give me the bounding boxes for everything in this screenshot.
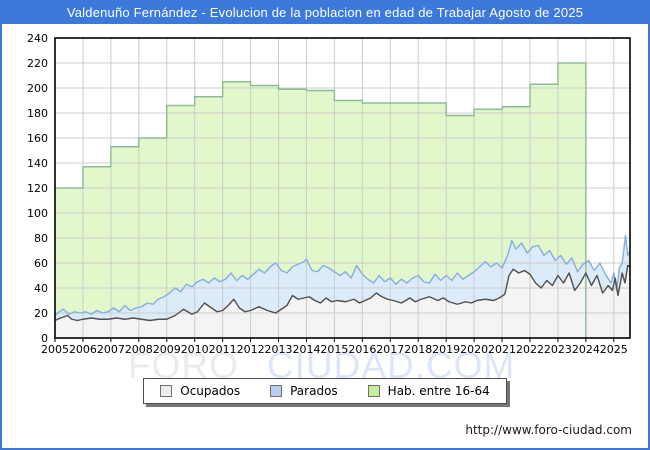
y-tick-label: 140 [27, 157, 48, 170]
line-parados [54, 234, 631, 317]
x-tick-label: 2005 [41, 343, 69, 356]
x-tick-label: 2011 [209, 343, 237, 356]
x-tick-label: 2017 [376, 343, 404, 356]
x-tick-label: 2015 [320, 343, 348, 356]
x-tick-label: 2025 [600, 343, 628, 356]
x-tick-label: 2018 [404, 343, 432, 356]
y-tick-label: 100 [27, 207, 48, 220]
chart-title: Valdenuño Fernández - Evolucion de la po… [0, 0, 650, 24]
y-tick-label: 240 [27, 32, 48, 45]
legend-swatch [160, 385, 173, 397]
legend-item-ocupados: Ocupados [160, 384, 240, 398]
y-tick-label: 220 [27, 57, 48, 70]
x-tick-label: 2020 [460, 343, 488, 356]
line-ocupados [54, 264, 631, 322]
area-hab-entre-16-64 [55, 63, 586, 338]
y-tick-label: 80 [34, 232, 48, 245]
x-tick-label: 2006 [69, 343, 97, 356]
legend-swatch [270, 385, 283, 397]
x-tick-label: 2014 [292, 343, 320, 356]
y-tick-label: 120 [27, 182, 48, 195]
legend-item-parados: Parados [270, 384, 338, 398]
series-fills [55, 63, 630, 338]
y-tick-label: 0 [41, 332, 48, 345]
x-tick-label: 2024 [572, 343, 600, 356]
footer-url: http://www.foro-ciudad.com [465, 423, 632, 437]
legend-label: Hab. entre 16-64 [387, 384, 490, 398]
y-tick-label: 160 [27, 132, 48, 145]
legend-item-hab-entre-16-64: Hab. entre 16-64 [367, 384, 490, 398]
chart-canvas: FORO CIUDAD.COM 0 20 40 60 80 100 120 140 160 180 2… [2, 24, 648, 448]
legend-label: Ocupados [180, 384, 241, 398]
y-tick-label: 60 [34, 257, 48, 270]
x-tick-label: 2019 [432, 343, 460, 356]
line-hab-entre-16-64 [55, 62, 587, 338]
plot-border [54, 37, 631, 339]
y-tick-label: 20 [34, 307, 48, 320]
x-tick-label: 2009 [153, 343, 181, 356]
y-tick-label: 40 [34, 282, 48, 295]
x-tick-label: 2007 [97, 343, 125, 356]
y-tick-label: 200 [27, 82, 48, 95]
x-tick-label: 2008 [125, 343, 153, 356]
series-lines [54, 62, 631, 338]
x-tick-label: 2010 [181, 343, 209, 356]
y-tick-label: 180 [27, 107, 48, 120]
legend-swatch [367, 385, 380, 397]
x-tick-label: 2021 [488, 343, 516, 356]
x-tick-label: 2022 [516, 343, 544, 356]
x-tick-label: 2016 [348, 343, 376, 356]
x-tick-label: 2012 [237, 343, 265, 356]
x-tick-label: 2023 [544, 343, 572, 356]
chart-legend: Ocupados Parados Hab. entre 16-64 [143, 378, 507, 404]
legend-label: Parados [290, 384, 338, 398]
x-tick-label: 2013 [265, 343, 293, 356]
